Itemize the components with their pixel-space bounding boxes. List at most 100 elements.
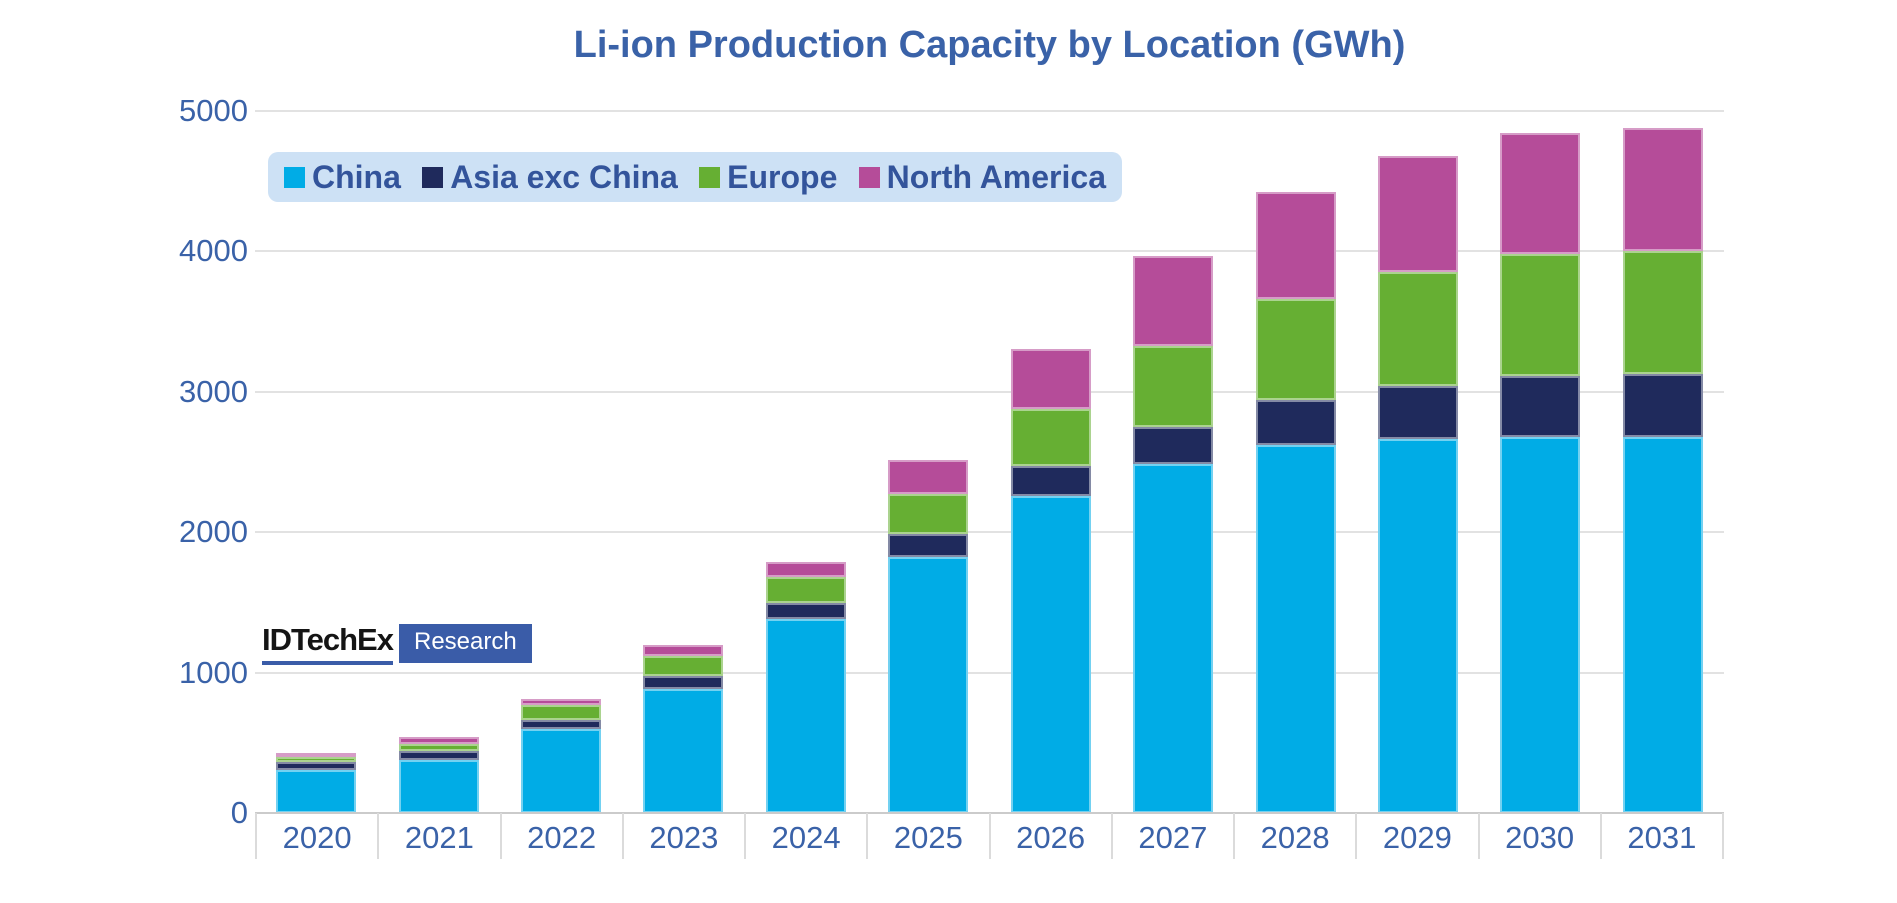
bar-stack-2027 xyxy=(1133,255,1214,813)
legend-label-europe: Europe xyxy=(727,159,838,195)
bar-stack-2024 xyxy=(765,562,846,813)
bar-segment-north-america-2028 xyxy=(1255,191,1336,300)
x-tick-label-2025: 2025 xyxy=(866,813,988,859)
bar-segment-china-2027 xyxy=(1133,464,1214,813)
x-tick-label-2027: 2027 xyxy=(1110,813,1233,859)
bar-segment-china-2031 xyxy=(1622,437,1703,813)
legend-label-asia-exc-china: Asia exc China xyxy=(450,159,678,195)
bar-segment-north-america-2021 xyxy=(398,736,479,744)
legend-item-asia-exc-china[interactable]: Asia exc China xyxy=(422,161,678,193)
x-tick-label-2030: 2030 xyxy=(1477,813,1600,859)
bar-segment-asia-exc-china-2026 xyxy=(1010,465,1091,497)
legend-swatch-north-america xyxy=(858,166,880,188)
bar-segment-europe-2020 xyxy=(276,756,357,762)
bar-segment-europe-2021 xyxy=(398,743,479,751)
bar-segment-asia-exc-china-2029 xyxy=(1377,385,1458,439)
gridline-1000 xyxy=(255,671,1724,674)
bar-segment-china-2030 xyxy=(1500,437,1581,813)
bar-stack-2031 xyxy=(1622,127,1703,813)
legend-label-north-america: North America xyxy=(886,159,1106,195)
bar-stack-2028 xyxy=(1255,191,1336,813)
bar-segment-china-2022 xyxy=(521,729,602,813)
bar-segment-europe-2022 xyxy=(521,704,602,720)
legend-swatch-europe xyxy=(699,166,721,188)
chart-title: Li-ion Production Capacity by Location (… xyxy=(573,24,1406,66)
x-tick-label-2023: 2023 xyxy=(621,813,744,859)
y-tick-label-0: 0 xyxy=(230,795,248,830)
gridline-4000 xyxy=(255,250,1724,253)
bar-segment-europe-2028 xyxy=(1255,299,1336,401)
legend-item-north-america[interactable]: North America xyxy=(858,159,1106,195)
legend-item-china[interactable]: China xyxy=(284,161,401,193)
x-tick-label-2024: 2024 xyxy=(744,813,866,859)
x-axis-band: 2020 2021 2022 2023 2024 2025 2026 2027 2028 2029… xyxy=(255,813,1724,859)
bar-segment-north-america-2027 xyxy=(1133,255,1214,347)
y-tick-label-1000: 1000 xyxy=(179,654,248,690)
bar-segment-north-america-2029 xyxy=(1377,155,1458,272)
legend-item-europe[interactable]: Europe xyxy=(699,161,837,193)
bar-stack-2020 xyxy=(276,752,357,813)
bar-column-2031 xyxy=(1602,111,1724,813)
bar-segment-asia-exc-china-2027 xyxy=(1133,426,1214,465)
bar-column-2020 xyxy=(255,111,377,813)
bar-segment-asia-exc-china-2028 xyxy=(1255,400,1336,446)
bar-segment-north-america-2031 xyxy=(1622,127,1703,252)
bar-stack-2022 xyxy=(521,698,602,813)
idtechex-logo-text: IDTechEx xyxy=(262,624,394,665)
bar-column-2027 xyxy=(1112,111,1234,813)
y-tick-label-5000: 5000 xyxy=(179,93,248,128)
bar-stack-2030 xyxy=(1500,132,1581,813)
bar-segment-china-2020 xyxy=(276,770,357,813)
bar-segment-asia-exc-china-2025 xyxy=(888,534,969,557)
x-tick-label-2022: 2022 xyxy=(499,813,622,859)
bar-segment-north-america-2023 xyxy=(643,644,724,657)
bar-segment-asia-exc-china-2030 xyxy=(1500,376,1581,438)
bar-column-2030 xyxy=(1479,111,1601,813)
x-tick-label-2021: 2021 xyxy=(377,813,499,859)
bar-segment-north-america-2025 xyxy=(888,459,969,494)
legend-label-china: China xyxy=(312,159,401,195)
bar-column-2023 xyxy=(622,111,744,813)
bar-column-2026 xyxy=(990,111,1112,813)
bar-segment-asia-exc-china-2021 xyxy=(398,750,479,760)
bar-segment-china-2021 xyxy=(398,759,479,813)
bar-segment-asia-exc-china-2023 xyxy=(643,676,724,689)
bar-segment-north-america-2026 xyxy=(1010,349,1091,409)
bar-segment-europe-2024 xyxy=(765,577,846,604)
y-tick-label-4000: 4000 xyxy=(179,233,248,269)
legend-swatch-asia-exc-china xyxy=(422,166,444,188)
x-tick-label-2028: 2028 xyxy=(1233,813,1355,859)
bar-segment-asia-exc-china-2024 xyxy=(765,603,846,619)
bar-column-2028 xyxy=(1234,111,1356,813)
x-tick-label-2029: 2029 xyxy=(1355,813,1477,859)
bar-segment-north-america-2024 xyxy=(765,562,846,578)
gridline-2000 xyxy=(255,531,1724,534)
idtechex-research-badge: Research xyxy=(398,624,532,663)
plot-area: 0 1000 2000 3000 4000 5000 2020 2021 2022 2023 20… xyxy=(179,93,1724,859)
bar-column-2024 xyxy=(745,111,867,813)
bar-column-2029 xyxy=(1357,111,1479,813)
x-tick-label-2031: 2031 xyxy=(1599,813,1724,859)
bar-segment-asia-exc-china-2020 xyxy=(276,761,357,771)
bar-segment-europe-2026 xyxy=(1010,408,1091,466)
idtechex-logo: IDTechEx Research xyxy=(262,624,532,665)
legend: China Asia exc China Europe North America xyxy=(268,152,1122,202)
bar-stack-2023 xyxy=(643,644,724,813)
bar-column-2025 xyxy=(867,111,989,813)
bar-segment-europe-2030 xyxy=(1500,254,1581,377)
bar-segment-europe-2031 xyxy=(1622,251,1703,374)
bar-segment-asia-exc-china-2031 xyxy=(1622,373,1703,438)
bar-segment-china-2023 xyxy=(643,688,724,813)
x-tick-label-2026: 2026 xyxy=(988,813,1111,859)
bar-segment-europe-2023 xyxy=(643,656,724,677)
bar-segment-china-2028 xyxy=(1255,445,1336,813)
gridline-3000 xyxy=(255,390,1724,393)
bar-segment-china-2025 xyxy=(888,556,969,813)
bar-segment-china-2029 xyxy=(1377,438,1458,813)
bar-column-2022 xyxy=(500,111,622,813)
bars-layer xyxy=(255,111,1724,813)
x-tick-label-2020: 2020 xyxy=(255,813,377,859)
bar-stack-2021 xyxy=(398,736,479,813)
y-tick-label-2000: 2000 xyxy=(179,514,248,550)
